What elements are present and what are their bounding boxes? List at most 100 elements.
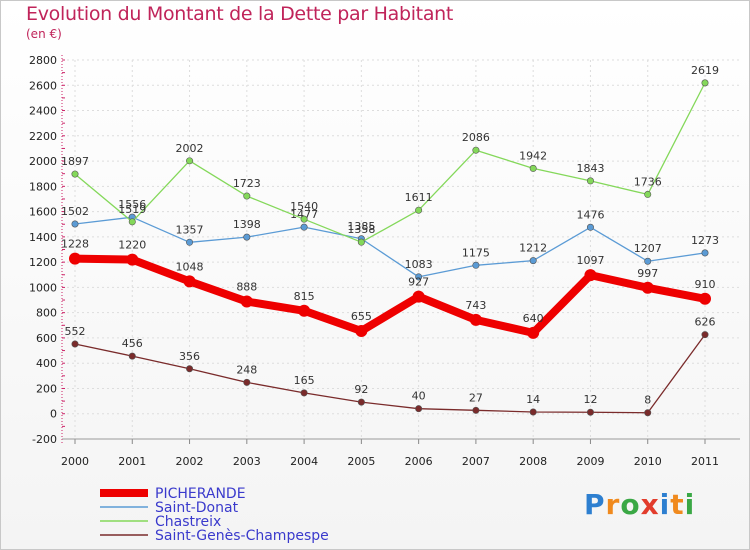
logo-letter: i — [684, 488, 696, 521]
data-point — [243, 233, 251, 241]
data-label: 2619 — [691, 64, 719, 77]
data-label: 815 — [294, 290, 315, 303]
data-point — [71, 340, 79, 348]
legend-label: Chastreix — [155, 514, 221, 530]
logo-letter: t — [670, 488, 685, 521]
y-tick-label: 2000 — [29, 155, 57, 168]
data-point — [128, 218, 136, 226]
data-label: 626 — [695, 316, 716, 329]
data-label: 1083 — [405, 258, 433, 271]
data-label: 1556 — [118, 198, 146, 211]
series-line-1 — [74, 216, 706, 278]
data-point — [701, 79, 709, 87]
data-point — [641, 281, 654, 294]
data-label: 1398 — [233, 218, 261, 231]
y-tick-label: 2600 — [29, 79, 57, 92]
data-point — [469, 313, 482, 326]
y-tick-label: 2200 — [29, 130, 57, 143]
data-point — [586, 223, 594, 231]
data-label: 1048 — [176, 260, 204, 273]
x-tick-label: 2003 — [233, 455, 261, 468]
data-point — [126, 253, 139, 266]
data-point — [243, 192, 251, 200]
x-tick-label: 2005 — [347, 455, 375, 468]
chart-title: Evolution du Montant de la Dette par Hab… — [26, 3, 454, 25]
data-point — [701, 249, 709, 257]
data-point — [186, 365, 194, 373]
data-label: 1540 — [290, 200, 318, 213]
data-label: 1207 — [634, 242, 662, 255]
logo-letter: P — [584, 488, 606, 521]
data-point — [586, 408, 594, 416]
data-label: 2002 — [176, 142, 204, 155]
data-label: 552 — [65, 325, 86, 338]
data-label: 27 — [469, 391, 483, 404]
data-label: 1723 — [233, 177, 261, 190]
data-point — [69, 252, 81, 265]
data-label: 1502 — [61, 205, 89, 218]
data-label: 165 — [294, 374, 315, 387]
y-tick-label: 1800 — [29, 180, 57, 193]
series-line-0 — [71, 254, 709, 337]
data-point — [355, 324, 368, 337]
logo-letter: x — [640, 488, 660, 521]
data-label: 40 — [412, 390, 426, 403]
data-point — [415, 273, 423, 281]
x-tick-label: 2004 — [290, 455, 318, 468]
data-point — [300, 215, 308, 223]
data-label: 1897 — [61, 155, 89, 168]
y-tick-label: 200 — [36, 382, 57, 395]
y-tick-label: 0 — [50, 408, 57, 421]
data-point — [71, 170, 79, 178]
data-label: 248 — [236, 363, 257, 376]
data-point — [243, 378, 251, 386]
data-point — [186, 157, 194, 165]
x-tick-label: 2008 — [519, 455, 547, 468]
data-label: 1942 — [519, 149, 547, 162]
data-point — [472, 146, 480, 154]
y-tick-label: -200 — [32, 433, 57, 446]
x-tick-label: 2011 — [691, 455, 719, 468]
data-point — [644, 190, 652, 198]
data-label: 1228 — [61, 238, 89, 251]
data-point — [415, 206, 423, 214]
data-label: 927 — [408, 276, 429, 289]
y-tick-label: 600 — [36, 332, 57, 345]
data-label: 910 — [695, 278, 716, 291]
data-point — [71, 220, 79, 228]
data-label: 456 — [122, 337, 143, 350]
data-point — [415, 405, 423, 413]
data-label: 1476 — [576, 208, 604, 221]
data-label: 356 — [179, 350, 200, 363]
data-point — [412, 290, 425, 303]
data-label: 1175 — [462, 246, 490, 259]
data-label: 1519 — [118, 203, 146, 216]
logo-letter: o — [620, 488, 641, 521]
data-label: 8 — [644, 394, 651, 407]
data-label: 1273 — [691, 234, 719, 247]
data-label: 997 — [637, 267, 658, 280]
data-point — [701, 331, 709, 339]
data-label: 1843 — [576, 162, 604, 175]
data-label: 640 — [523, 312, 544, 325]
data-label: 1477 — [290, 208, 318, 221]
data-point — [529, 257, 537, 265]
data-point — [186, 238, 194, 246]
data-label: 1385 — [347, 220, 375, 233]
data-label: 1097 — [576, 254, 604, 267]
series-line-2 — [74, 82, 706, 243]
data-label: 1357 — [176, 223, 204, 236]
data-point — [699, 292, 711, 305]
chart-subtitle: (en €) — [26, 27, 62, 41]
data-point — [472, 406, 480, 414]
data-point — [300, 223, 308, 231]
data-point — [529, 408, 537, 416]
x-tick-label: 2006 — [405, 455, 433, 468]
data-point — [357, 238, 365, 246]
data-label: 2086 — [462, 131, 490, 144]
x-tick-label: 2002 — [176, 455, 204, 468]
logo-letter: i — [659, 488, 671, 521]
data-point — [586, 177, 594, 185]
data-point — [644, 409, 652, 417]
